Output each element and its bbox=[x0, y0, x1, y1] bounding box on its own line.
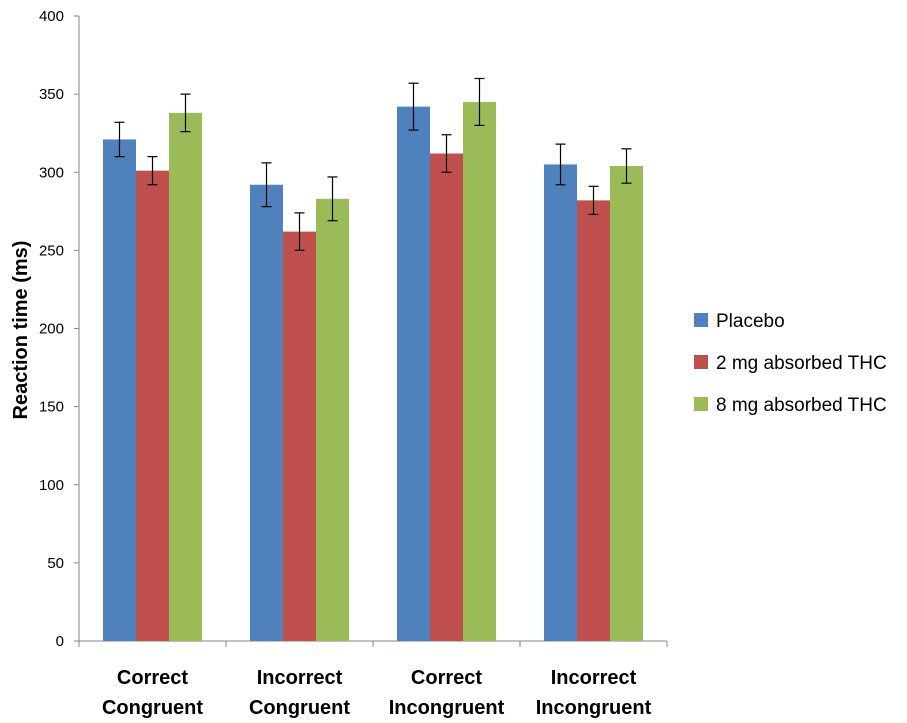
x-tick-label-line: Congruent bbox=[102, 697, 203, 719]
bar bbox=[103, 139, 136, 641]
x-tick-label: Incorrect Incongruent bbox=[536, 667, 652, 719]
bar bbox=[430, 153, 463, 641]
bar bbox=[577, 200, 610, 641]
y-tick-label: 150 bbox=[39, 399, 64, 416]
bar bbox=[283, 231, 316, 641]
x-tick-label-line: Congruent bbox=[249, 697, 350, 719]
x-tick-label-line: Correct bbox=[411, 667, 482, 689]
y-tick-label: 250 bbox=[39, 242, 64, 259]
bar bbox=[136, 170, 169, 641]
legend-label: 2 mg absorbed THC bbox=[716, 353, 887, 374]
bar bbox=[397, 106, 430, 641]
legend-label: Placebo bbox=[716, 311, 785, 332]
bar bbox=[250, 184, 283, 641]
x-tick-label-line: Incorrect bbox=[257, 667, 343, 689]
bar bbox=[544, 164, 577, 641]
bar bbox=[463, 101, 496, 641]
y-axis-label: Reaction time (ms) bbox=[10, 241, 32, 420]
x-tick-label: Correct Incongruent bbox=[389, 667, 505, 719]
y-tick-label: 200 bbox=[39, 321, 64, 338]
x-tick-label-line: Incorrect bbox=[551, 667, 637, 689]
y-tick-label: 300 bbox=[39, 164, 64, 181]
legend-label: 8 mg absorbed THC bbox=[716, 395, 887, 416]
x-tick-label-line: Incongruent bbox=[389, 697, 505, 719]
y-tick-label: 350 bbox=[39, 86, 64, 103]
legend-swatch bbox=[694, 397, 708, 411]
bar bbox=[316, 198, 349, 641]
x-tick-label-line: Correct bbox=[117, 667, 188, 689]
bar bbox=[610, 166, 643, 641]
y-tick-label: 400 bbox=[39, 8, 64, 25]
legend: Placebo 2 mg absorbed THC 8 mg absorbed TH… bbox=[694, 311, 887, 416]
y-tick-label: 100 bbox=[39, 477, 64, 494]
bars bbox=[103, 101, 643, 641]
y-tick-label: 50 bbox=[47, 555, 64, 572]
y-tick-label: 0 bbox=[56, 633, 64, 650]
x-tick-label-line: Incongruent bbox=[536, 697, 652, 719]
error-bars bbox=[114, 77, 632, 251]
x-tick-label: Incorrect Congruent bbox=[249, 667, 350, 719]
bar bbox=[169, 112, 202, 641]
legend-swatch bbox=[694, 313, 708, 327]
x-tick-label: Correct Congruent bbox=[102, 667, 203, 719]
legend-swatch bbox=[694, 355, 708, 369]
y-axis: 0 50 100 150 200 250 300 350 400 bbox=[39, 8, 80, 650]
